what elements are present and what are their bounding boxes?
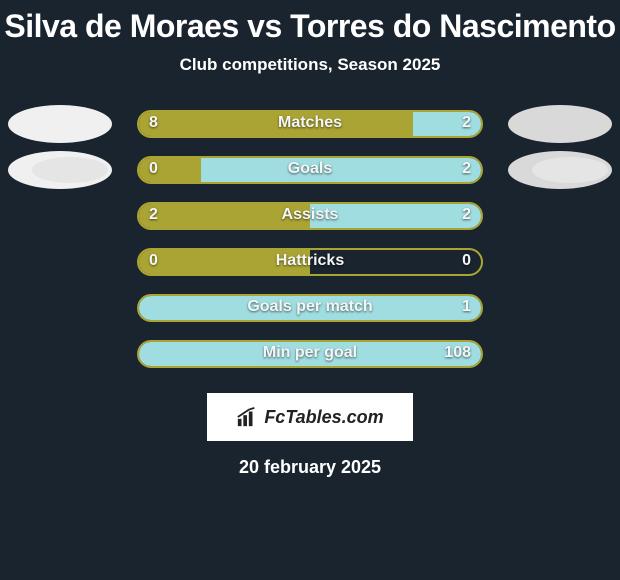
stat-bar-left	[139, 204, 310, 228]
stat-bar-right	[139, 342, 481, 366]
stat-bar-track: 108Min per goal	[137, 340, 483, 368]
stat-row: 108Min per goal	[0, 333, 620, 379]
page-title: Silva de Moraes vs Torres do Nascimento	[0, 0, 620, 45]
stat-bar-track: 00Hattricks	[137, 248, 483, 276]
stat-bar-left	[139, 250, 310, 274]
logo-box: FcTables.com	[207, 393, 413, 441]
stat-bar-track: 02Goals	[137, 156, 483, 184]
player-right-avatar-small	[532, 157, 608, 183]
player-left-avatar-small	[32, 157, 108, 183]
stat-bar-right	[413, 112, 481, 136]
stat-bar-right	[139, 296, 481, 320]
stat-bar-left	[139, 112, 413, 136]
logo-text: FcTables.com	[264, 407, 383, 428]
stat-bar-track: 1Goals per match	[137, 294, 483, 322]
stat-row: 82Matches	[0, 103, 620, 149]
subtitle: Club competitions, Season 2025	[0, 55, 620, 75]
comparison-chart: 82Matches 02Goals 22Assists 00Hattricks 1Goa…	[0, 103, 620, 379]
stat-bar-track: 82Matches	[137, 110, 483, 138]
stat-value-right: 0	[462, 252, 471, 270]
stat-bar-right	[201, 158, 481, 182]
stat-row: 1Goals per match	[0, 287, 620, 333]
player-right-avatar	[508, 105, 612, 143]
stat-row: 02Goals	[0, 149, 620, 195]
stat-row: 22Assists	[0, 195, 620, 241]
stat-row: 00Hattricks	[0, 241, 620, 287]
stat-bar-track: 22Assists	[137, 202, 483, 230]
chart-icon	[236, 406, 258, 428]
stat-bar-right	[310, 204, 481, 228]
date-label: 20 february 2025	[0, 457, 620, 478]
stat-bar-left	[139, 158, 201, 182]
player-left-avatar	[8, 105, 112, 143]
